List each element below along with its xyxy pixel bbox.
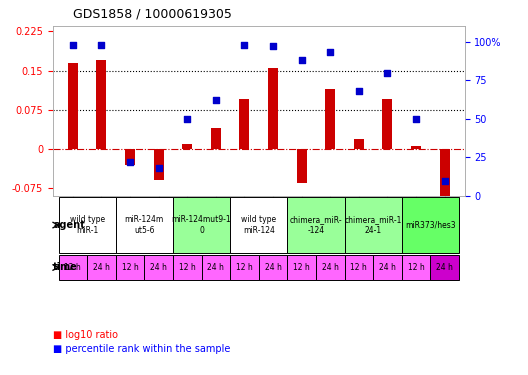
- FancyBboxPatch shape: [344, 197, 402, 253]
- Point: [240, 42, 249, 48]
- Bar: [97, 60, 107, 149]
- Text: 12 h: 12 h: [179, 263, 195, 272]
- FancyBboxPatch shape: [344, 255, 373, 280]
- Text: chimera_miR-1
24-1: chimera_miR-1 24-1: [344, 215, 402, 235]
- Text: ■ percentile rank within the sample: ■ percentile rank within the sample: [53, 345, 230, 354]
- Point: [355, 88, 363, 94]
- FancyBboxPatch shape: [316, 255, 344, 280]
- Bar: [297, 149, 307, 183]
- Text: 12 h: 12 h: [351, 263, 367, 272]
- Point: [297, 57, 306, 63]
- FancyBboxPatch shape: [402, 197, 459, 253]
- FancyBboxPatch shape: [259, 255, 287, 280]
- Text: 24 h: 24 h: [322, 263, 338, 272]
- Point: [326, 50, 334, 55]
- FancyBboxPatch shape: [59, 197, 116, 253]
- Bar: [125, 149, 135, 165]
- Text: 24 h: 24 h: [436, 263, 453, 272]
- Bar: [239, 99, 249, 149]
- FancyBboxPatch shape: [202, 255, 230, 280]
- Bar: [154, 149, 164, 180]
- Point: [383, 69, 392, 75]
- FancyBboxPatch shape: [116, 197, 173, 253]
- Bar: [440, 149, 450, 209]
- Text: 12 h: 12 h: [236, 263, 253, 272]
- Point: [126, 159, 134, 165]
- Text: miR-124m
ut5-6: miR-124m ut5-6: [125, 215, 164, 235]
- FancyBboxPatch shape: [144, 255, 173, 280]
- Text: wild type
miR-1: wild type miR-1: [70, 215, 105, 235]
- Text: 12 h: 12 h: [64, 263, 81, 272]
- Point: [183, 116, 192, 122]
- Point: [212, 97, 220, 103]
- Bar: [354, 138, 364, 149]
- Text: miR373/hes3: miR373/hes3: [405, 220, 456, 230]
- Text: wild type
miR-124: wild type miR-124: [241, 215, 276, 235]
- Text: chimera_miR-
-124: chimera_miR- -124: [289, 215, 342, 235]
- Text: 24 h: 24 h: [265, 263, 281, 272]
- Text: 24 h: 24 h: [150, 263, 167, 272]
- Point: [154, 165, 163, 171]
- Text: 12 h: 12 h: [293, 263, 310, 272]
- Bar: [325, 89, 335, 149]
- Text: 12 h: 12 h: [121, 263, 138, 272]
- FancyBboxPatch shape: [373, 255, 402, 280]
- Text: 24 h: 24 h: [379, 263, 396, 272]
- FancyBboxPatch shape: [116, 255, 144, 280]
- Text: 24 h: 24 h: [208, 263, 224, 272]
- Text: ■ log10 ratio: ■ log10 ratio: [53, 330, 118, 339]
- Bar: [182, 144, 192, 149]
- Text: 12 h: 12 h: [408, 263, 425, 272]
- FancyBboxPatch shape: [230, 255, 259, 280]
- Bar: [411, 146, 421, 149]
- Point: [412, 116, 420, 122]
- Text: 24 h: 24 h: [93, 263, 110, 272]
- Bar: [211, 128, 221, 149]
- FancyBboxPatch shape: [173, 255, 202, 280]
- Point: [440, 177, 449, 183]
- Point: [69, 42, 77, 48]
- Bar: [382, 99, 392, 149]
- FancyBboxPatch shape: [173, 197, 230, 253]
- FancyBboxPatch shape: [230, 197, 287, 253]
- FancyBboxPatch shape: [287, 197, 344, 253]
- FancyBboxPatch shape: [59, 255, 87, 280]
- FancyBboxPatch shape: [430, 255, 459, 280]
- FancyBboxPatch shape: [402, 255, 430, 280]
- FancyBboxPatch shape: [287, 255, 316, 280]
- Text: GDS1858 / 10000619305: GDS1858 / 10000619305: [73, 8, 232, 21]
- Text: time: time: [53, 262, 78, 273]
- Bar: [68, 63, 78, 149]
- Point: [97, 42, 106, 48]
- Point: [269, 43, 277, 49]
- FancyBboxPatch shape: [87, 255, 116, 280]
- Bar: [268, 68, 278, 149]
- Text: miR-124mut9-1
0: miR-124mut9-1 0: [172, 215, 231, 235]
- Text: agent: agent: [53, 220, 85, 230]
